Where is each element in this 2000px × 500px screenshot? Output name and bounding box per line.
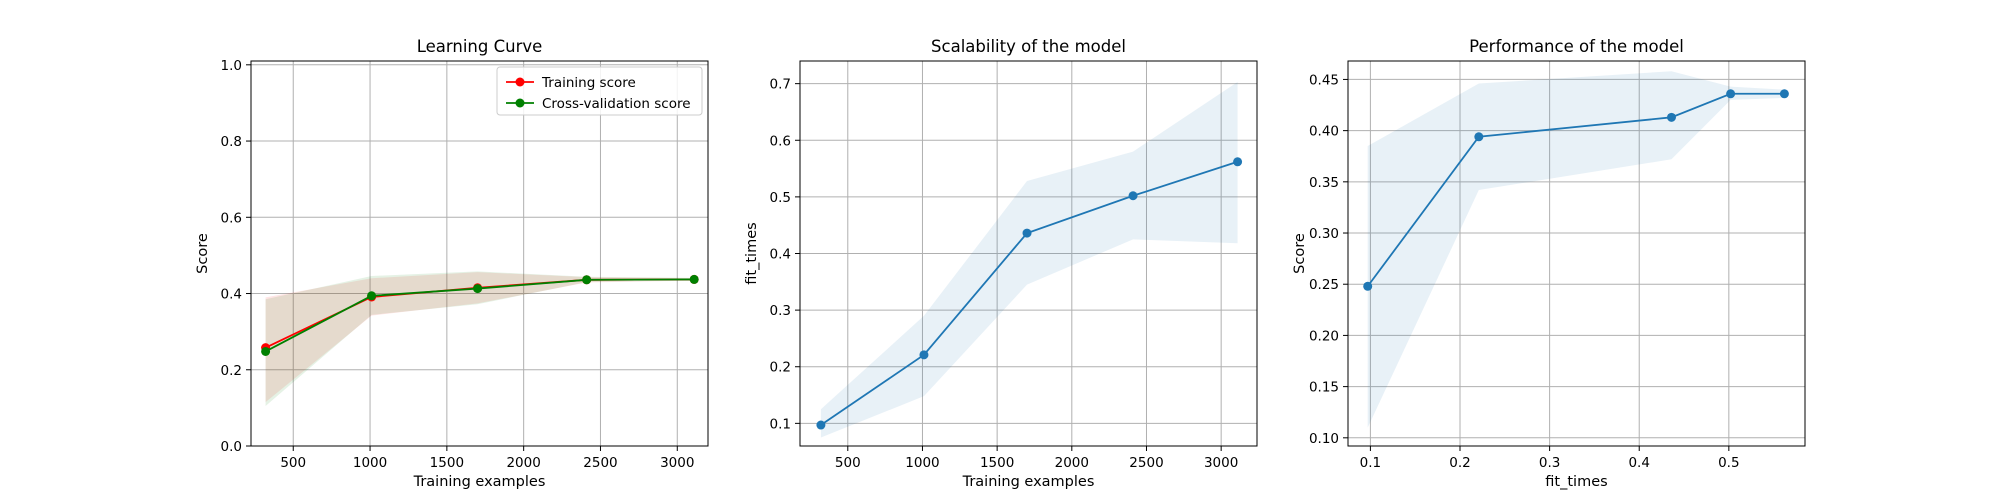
y-tick-label-3: 0.4	[770, 247, 791, 263]
series-0-band	[1367, 71, 1785, 428]
y-tick-label-5: 0.6	[770, 133, 791, 149]
x-tick-label-3: 2000	[506, 455, 540, 471]
y-tick-label-1: 0.15	[1309, 380, 1339, 396]
series-1-point-4	[689, 274, 699, 284]
x-tick-label-5: 3000	[1204, 455, 1238, 471]
legend-cross-validation-score-label: Cross-validation score	[542, 96, 691, 112]
scalability-title: Scalability of the model	[931, 37, 1126, 56]
series-0-point-4	[1779, 89, 1789, 99]
legend-frame	[496, 66, 703, 116]
series-0-point-1	[919, 350, 929, 360]
axes-frame	[1347, 60, 1806, 447]
series-0-band	[820, 81, 1238, 438]
y-tick-label-4: 0.30	[1309, 226, 1339, 242]
x-tick-label-4: 2500	[583, 455, 617, 471]
y-tick-label-1: 0.2	[221, 363, 242, 379]
series-0-point-3	[1128, 191, 1138, 201]
y-tick-label-4: 0.5	[770, 190, 791, 206]
performance-y-axis-label: Score	[1292, 233, 1308, 274]
x-tick-label-4: 0.5	[1718, 455, 1739, 471]
series-0-point-3	[1726, 89, 1736, 99]
series-1-point-0	[261, 346, 271, 356]
learning-curve-title: Learning Curve	[417, 37, 543, 56]
performance-title: Performance of the model	[1469, 37, 1684, 56]
legend-training-score-marker	[515, 77, 525, 87]
x-tick-label-1: 1000	[905, 455, 939, 471]
y-tick-label-2: 0.20	[1309, 328, 1339, 344]
series-1-point-1	[367, 291, 377, 301]
x-tick-label-1: 1000	[353, 455, 387, 471]
scalability-chart: 500 1000 1500 2000 2500 3000 0.1 0.2 0.3 0.4 0.5 0.…	[744, 37, 1258, 490]
y-tick-label-4: 0.8	[221, 134, 242, 150]
x-tick-label-2: 1500	[430, 455, 464, 471]
x-tick-label-0: 500	[280, 455, 306, 471]
x-tick-label-1: 0.2	[1449, 455, 1470, 471]
series-0-band	[265, 272, 695, 403]
y-tick-label-2: 0.4	[221, 287, 242, 303]
series-1-point-3	[582, 275, 592, 285]
x-tick-label-5: 3000	[660, 455, 694, 471]
x-tick-label-0: 500	[835, 455, 861, 471]
x-tick-label-4: 2500	[1129, 455, 1163, 471]
x-tick-label-3: 2000	[1055, 455, 1089, 471]
legend-cross-validation-score-marker	[515, 98, 525, 108]
x-tick-label-2: 0.3	[1539, 455, 1560, 471]
axes-frame	[250, 60, 709, 447]
scalability-x-axis-label: Training examples	[962, 474, 1095, 490]
y-tick-label-6: 0.7	[770, 77, 791, 93]
learning-curve-y-axis-label: Score	[195, 233, 211, 274]
series-1-band	[265, 271, 695, 406]
legend-item-cross-validation-score: Cross-validation score	[506, 96, 691, 112]
performance-x-axis-label: fit_times	[1545, 474, 1607, 490]
series-0-point-4	[1233, 157, 1243, 167]
legend-item-training-score: Training score	[506, 75, 636, 91]
x-tick-label-2: 1500	[980, 455, 1014, 471]
y-tick-label-3: 0.25	[1309, 277, 1339, 293]
scalability-y-axis-label: fit_times	[744, 222, 760, 284]
performance-chart: 0.1 0.2 0.3 0.4 0.5 0.10 0.15 0.20 0.25 0.30 0.35 0…	[1292, 37, 1806, 490]
y-tick-label-1: 0.2	[770, 360, 791, 376]
learning-curve-legend: Training score Cross-validation score	[496, 66, 703, 116]
learning-curve-x-axis-label: Training examples	[413, 474, 546, 490]
series-0-point-0	[1363, 281, 1373, 291]
y-tick-label-0: 0.0	[221, 439, 242, 455]
series-0-point-0	[816, 420, 826, 430]
y-tick-label-3: 0.6	[221, 210, 242, 226]
y-tick-label-0: 0.1	[770, 416, 791, 432]
y-tick-label-6: 0.40	[1309, 124, 1339, 140]
y-tick-label-2: 0.3	[770, 303, 791, 319]
series-0-point-2	[1022, 228, 1032, 238]
x-tick-label-3: 0.4	[1628, 455, 1649, 471]
y-tick-label-5: 0.35	[1309, 175, 1339, 191]
learning-curve-chart: 500 1000 1500 2000 2500 3000 0.0 0.2 0.4 0.6 0.8 1.…	[195, 37, 709, 490]
series-0-point-1	[1474, 132, 1484, 142]
series-1-point-2	[473, 284, 483, 294]
legend-training-score-label: Training score	[541, 75, 636, 91]
y-tick-label-5: 1.0	[221, 58, 242, 74]
y-tick-label-7: 0.45	[1309, 72, 1339, 88]
x-tick-label-0: 0.1	[1360, 455, 1381, 471]
y-tick-label-0: 0.10	[1309, 431, 1339, 447]
series-0-point-2	[1666, 112, 1676, 122]
